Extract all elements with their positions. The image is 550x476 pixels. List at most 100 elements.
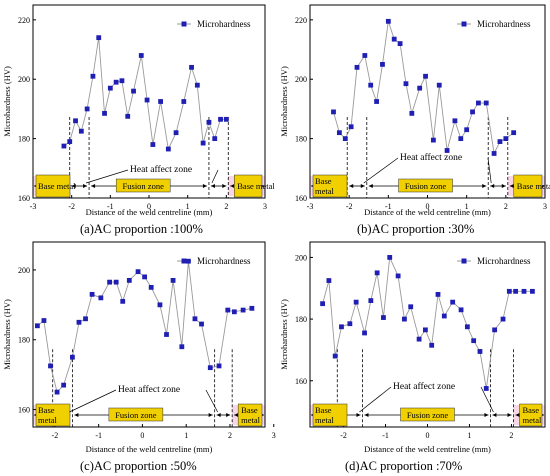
base-metal-label-box-left	[35, 174, 71, 198]
y-tick-label: 180	[18, 336, 30, 345]
data-point	[194, 82, 200, 88]
x-tick-label: -1	[382, 431, 389, 440]
haz-label: Heat affect zone	[393, 381, 455, 392]
fusion-arrow-head-right	[202, 184, 207, 188]
data-point	[61, 382, 67, 388]
haz-pointer-right	[487, 157, 492, 184]
data-point	[225, 307, 231, 313]
haz-arrow-left-head-right	[356, 413, 361, 417]
x-tick-label: 0	[426, 202, 430, 211]
x-tick-label: -3	[30, 202, 37, 211]
data-point	[452, 118, 458, 124]
data-point	[199, 321, 204, 327]
base-metal-arrow-right-head-left	[509, 184, 514, 188]
x-tick-label: -2	[52, 431, 59, 440]
y-tick-label: 180	[295, 135, 307, 144]
data-point	[107, 85, 113, 91]
data-point	[395, 273, 401, 279]
data-point	[458, 307, 464, 313]
data-point	[207, 365, 213, 371]
panel-caption: (a)AC proportion :100%	[80, 222, 203, 236]
data-point	[387, 255, 393, 260]
base-metal-label-left-1: Base	[315, 405, 332, 415]
data-point	[157, 302, 163, 308]
data-point	[416, 336, 422, 342]
y-axis-label: Microhardness (HV)	[279, 299, 289, 370]
data-point	[339, 324, 344, 330]
data-point	[48, 363, 53, 369]
x-tick-label: 2	[509, 431, 513, 440]
data-point	[206, 119, 212, 125]
data-point	[521, 288, 527, 294]
haz-pointer-left	[69, 389, 117, 413]
data-point	[423, 327, 428, 333]
data-point	[385, 18, 391, 24]
haz-arrow-right-head-right	[222, 184, 227, 188]
data-point	[403, 81, 409, 87]
x-tick-label: 0	[147, 202, 151, 211]
data-point	[464, 324, 470, 330]
data-point	[120, 298, 126, 304]
data-point	[391, 36, 397, 42]
data-point	[397, 41, 403, 46]
chart-panel-1: -3 -2 -1 0 1 2 3 160 180 200 220 Distance of the we…	[2, 4, 275, 236]
y-tick-label: 200	[18, 266, 30, 275]
x-tick-label: -2	[340, 431, 347, 440]
haz-label: Heat affect zone	[400, 152, 462, 163]
data-point	[402, 316, 407, 322]
x-tick-label: -1	[385, 202, 392, 211]
x-tick-label: 3	[543, 202, 547, 211]
base-metal-label-left: Base metal	[38, 181, 76, 191]
y-tick-label: 160	[295, 194, 307, 203]
data-point	[223, 116, 229, 122]
data-point	[476, 100, 481, 106]
data-point	[107, 279, 113, 285]
data-point	[67, 139, 73, 144]
base-metal-label-left-2: metal	[38, 415, 58, 425]
base-metal-label-box-right	[234, 174, 263, 198]
data-point	[185, 258, 191, 264]
data-point	[200, 140, 206, 146]
x-tick-label: 2	[504, 202, 508, 211]
data-point	[336, 130, 342, 136]
data-point	[158, 99, 163, 104]
fusion-zone-label: Fusion zone	[407, 410, 449, 420]
plot-frame	[32, 241, 266, 428]
fusion-arrow-head-right	[482, 184, 487, 188]
haz-arrow-left-head-right	[83, 184, 88, 188]
x-tick-label: -1	[95, 431, 102, 440]
data-point	[69, 354, 75, 360]
haz-arrow-left-head-right	[360, 184, 365, 188]
data-point	[216, 363, 222, 369]
data-point	[54, 389, 60, 395]
base-metal-label-right: Base metal	[517, 181, 550, 191]
data-point	[362, 330, 367, 336]
data-point	[89, 291, 95, 297]
data-point	[113, 79, 119, 85]
haz-pointer-right	[211, 169, 219, 184]
haz-pointer-right	[480, 386, 494, 413]
data-point	[135, 269, 141, 275]
x-tick-label: 0	[426, 431, 430, 440]
base-metal-label-box-right	[237, 403, 263, 427]
base-metal-label-box-right	[519, 403, 543, 427]
base-metal-label-box-right	[513, 174, 543, 198]
data-point	[483, 100, 489, 106]
haz-arrow-right-head-left	[216, 413, 221, 417]
fusion-arrow-head-right	[208, 413, 213, 417]
haz-arrow-right-head-right	[507, 413, 512, 417]
base-metal-label-right-1: Base	[523, 405, 540, 415]
fusion-arrow-head-left	[364, 413, 369, 417]
data-point	[73, 118, 78, 124]
data-point	[164, 332, 169, 337]
data-point	[347, 321, 353, 327]
data-point	[380, 61, 385, 67]
legend-marker	[461, 258, 467, 264]
data-point	[342, 136, 348, 142]
fusion-arrow-head-left	[368, 184, 373, 188]
data-point	[423, 73, 428, 79]
data-point	[458, 136, 464, 142]
x-axis-label: Distance of the weld centreline (mm)	[86, 444, 213, 454]
haz-pointer-left	[85, 169, 129, 184]
